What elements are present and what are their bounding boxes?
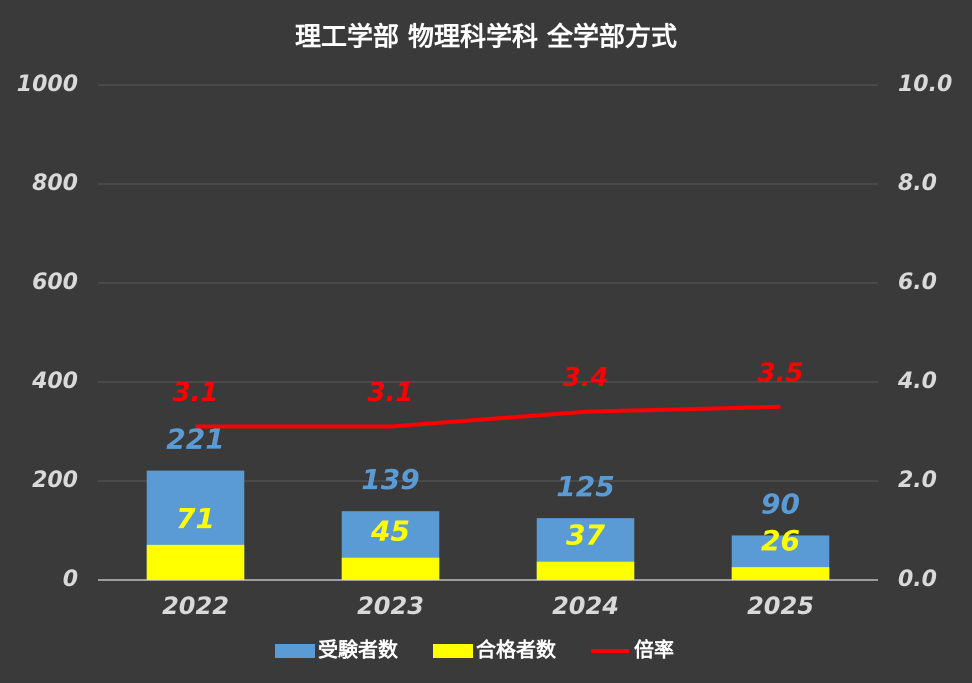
y-tick-label: 1000	[17, 72, 78, 97]
data-label: 125	[556, 470, 614, 503]
legend-label: 受験者数	[318, 638, 399, 662]
bar	[341, 557, 440, 580]
y2-tick-label: 2.0	[898, 468, 937, 493]
bar	[146, 544, 245, 580]
data-label: 139	[361, 463, 419, 496]
data-label: 45	[370, 515, 410, 548]
y-tick-label: 0	[63, 567, 78, 592]
y2-tick-label: 10.0	[898, 72, 952, 97]
y-tick-label: 600	[32, 270, 78, 295]
data-label: 3.5	[757, 358, 803, 388]
x-tick-label: 2023	[357, 592, 424, 620]
line	[195, 404, 781, 429]
data-label: 90	[761, 487, 800, 520]
data-label: 3.1	[367, 378, 413, 408]
y-tick-label: 400	[31, 369, 78, 394]
x-tick-label: 2025	[747, 592, 814, 620]
data-label: 71	[176, 502, 215, 535]
data-label: 37	[566, 519, 605, 552]
y2-tick-label: 6.0	[898, 270, 937, 295]
legend-label: 倍率	[634, 638, 674, 662]
y-tick-label: 800	[32, 171, 78, 196]
legend-swatch	[275, 644, 315, 658]
y2-tick-label: 8.0	[898, 171, 937, 196]
y-tick-label: 200	[32, 468, 78, 493]
y2-tick-label: 0.0	[898, 567, 937, 592]
data-label: 3.4	[562, 363, 608, 393]
bar	[536, 561, 635, 580]
bar	[731, 567, 830, 580]
legend-swatch	[433, 644, 473, 658]
x-tick-label: 2024	[552, 592, 619, 620]
chart-title: 理工学部 物理科学科 全学部方式	[295, 22, 677, 53]
data-label: 221	[166, 423, 224, 456]
data-label: 3.1	[172, 378, 218, 408]
data-label: 26	[761, 524, 800, 557]
x-tick-label: 2022	[162, 592, 229, 620]
legend-label: 合格者数	[476, 638, 557, 662]
y2-tick-label: 4.0	[897, 369, 937, 394]
